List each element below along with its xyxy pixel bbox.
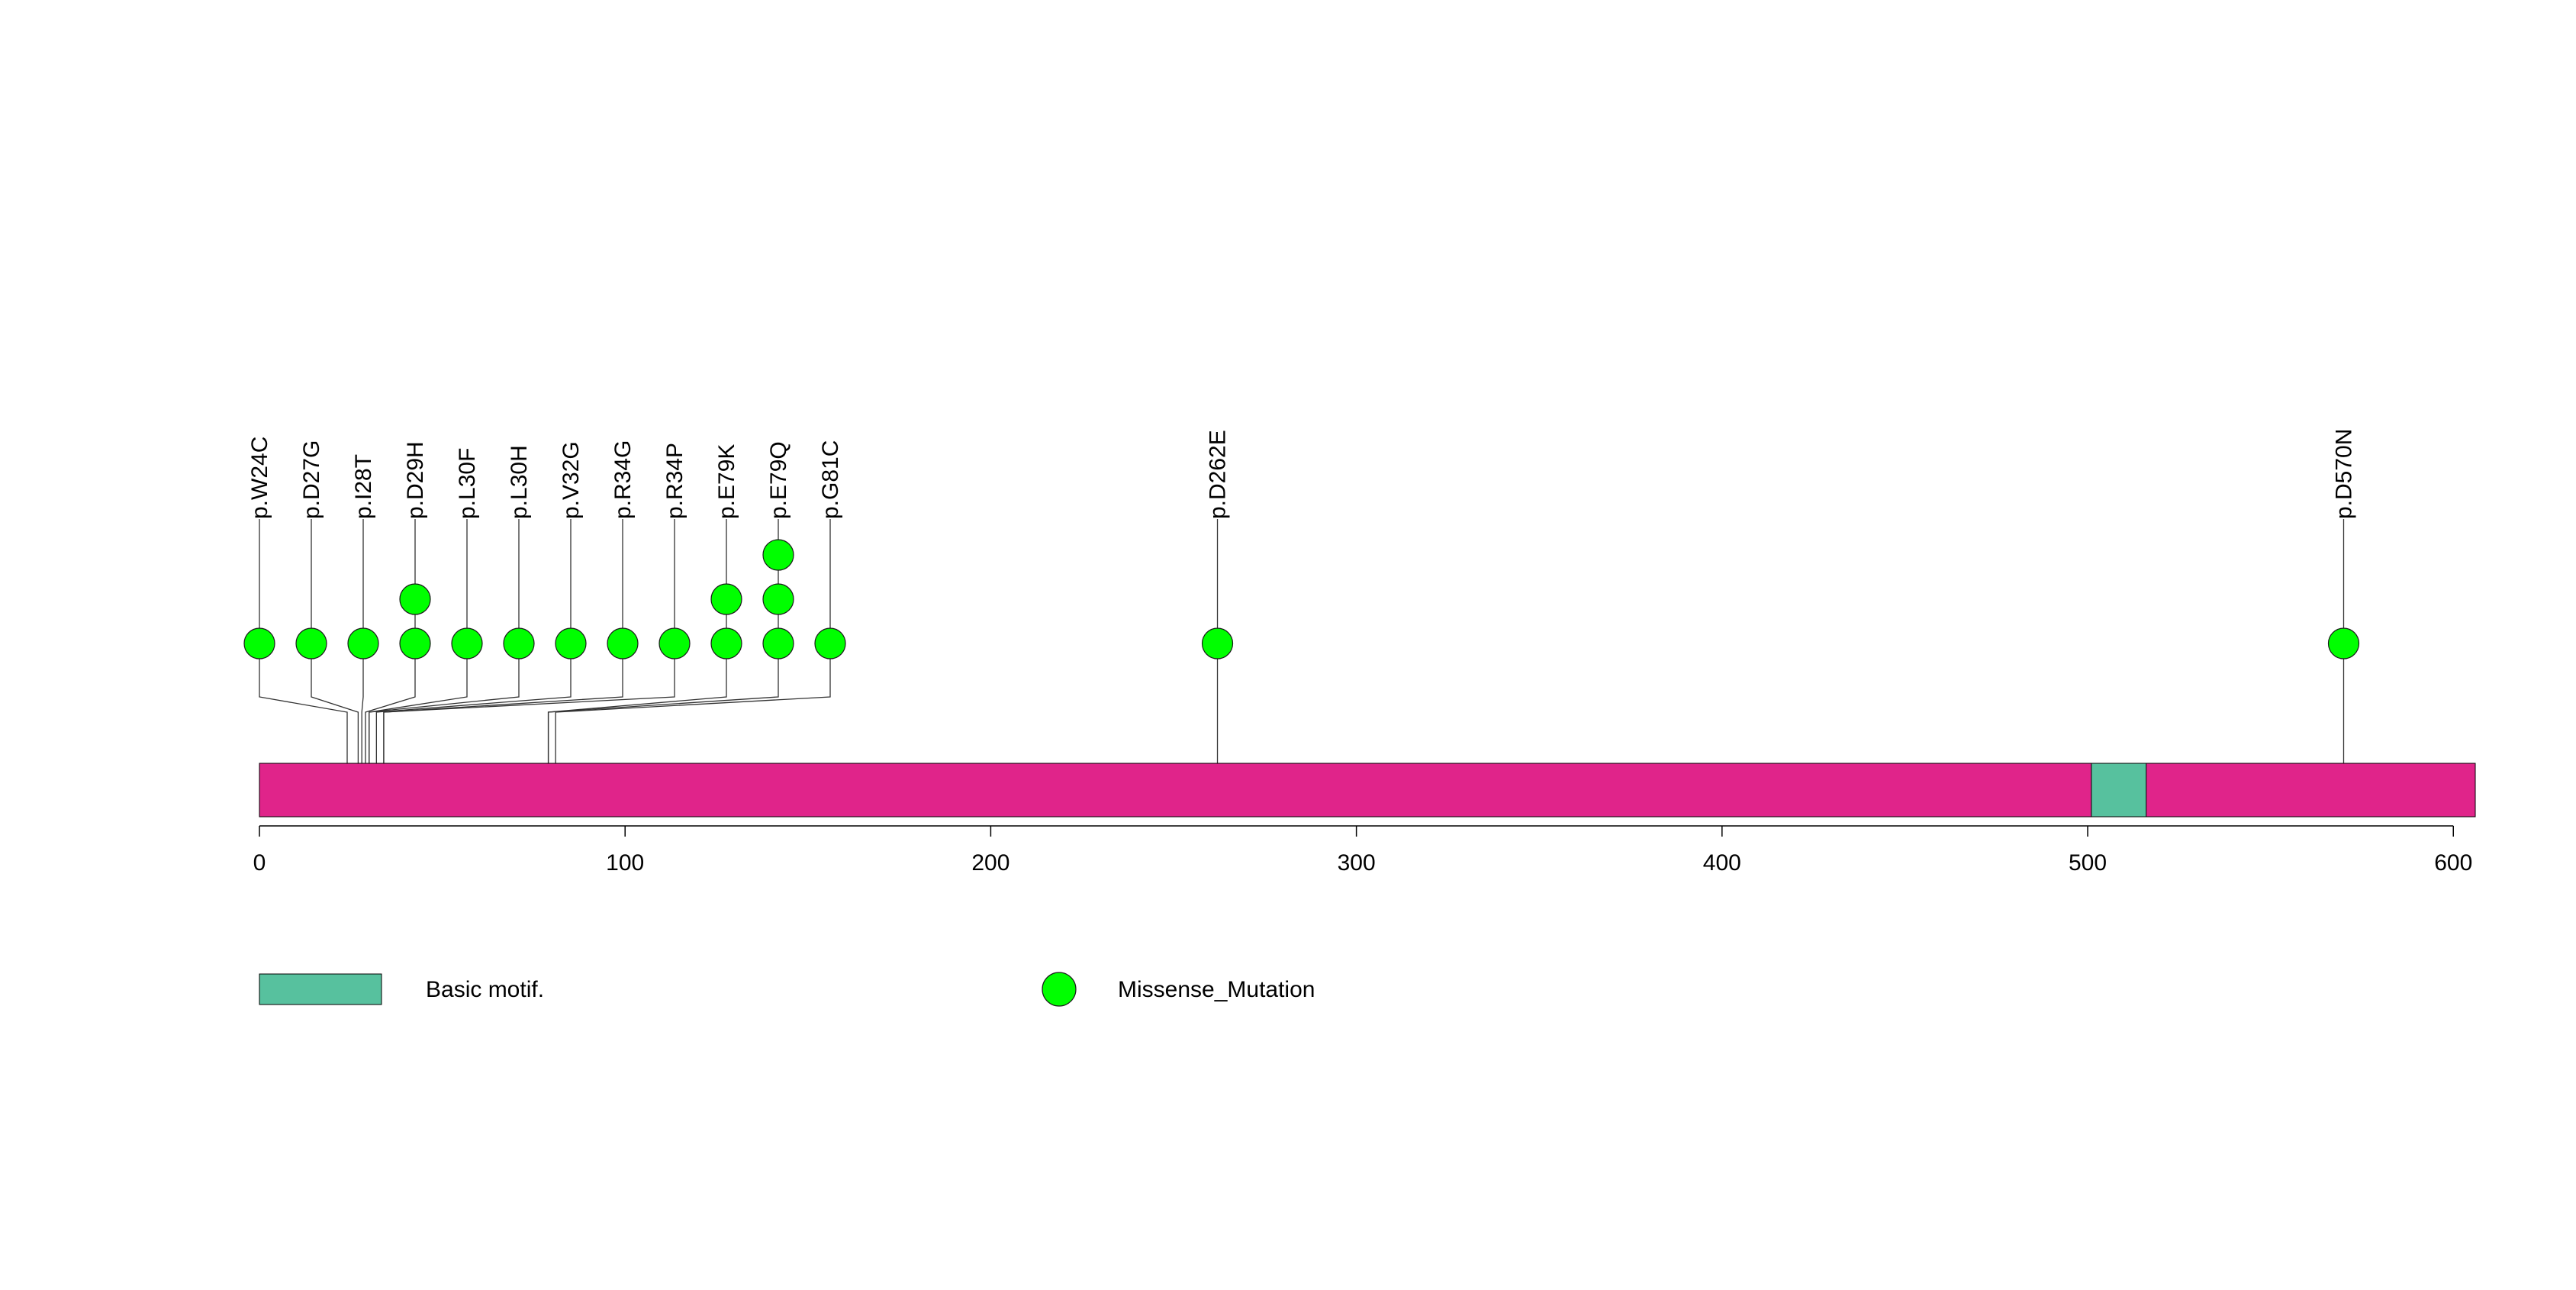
mutation-circle	[710, 583, 742, 615]
domain-basic-motif	[2091, 763, 2147, 818]
mutation-label: p.E79Q	[766, 441, 791, 519]
mutation-circle	[243, 627, 275, 660]
legend-label-basic-motif: Basic motif.	[426, 977, 544, 1002]
mutation-label: p.R34G	[610, 440, 636, 519]
mutation-circle	[555, 627, 587, 660]
mutation-circle	[295, 627, 327, 660]
mutation-circle	[814, 627, 846, 660]
mutation-circle	[658, 627, 691, 660]
mutation-circle	[762, 583, 794, 615]
mutation-label: p.I28T	[351, 454, 376, 519]
legend-swatch-missense	[1042, 972, 1077, 1007]
x-axis: 0 100 200 300 400 500 600	[253, 825, 2472, 876]
mutation-label: p.L30F	[455, 448, 480, 519]
mutation-circle	[762, 539, 794, 571]
mutation-label: p.D570N	[2331, 429, 2356, 519]
mutation-circle	[451, 627, 483, 660]
mutation-circle	[503, 627, 535, 660]
mutation-circle	[399, 583, 431, 615]
legend: Basic motif. Missense_Mutation	[259, 972, 1315, 1007]
mutation-lollipops: p.W24C p.D27G p.I28T p.D29H p.L30F p.L30H p.V3…	[243, 429, 2360, 660]
legend-swatch-basic-motif	[259, 973, 382, 1005]
mutation-circle	[762, 627, 794, 660]
mutation-circle	[1201, 627, 1234, 660]
mutation-label: p.L30H	[507, 445, 532, 519]
x-tick-label: 300	[1338, 850, 1376, 876]
mutation-label: p.V32G	[559, 441, 584, 519]
x-tick-label: 100	[606, 850, 644, 876]
mutation-label: p.D27G	[299, 440, 324, 519]
legend-label-missense: Missense_Mutation	[1118, 977, 1315, 1002]
x-tick-label: 200	[971, 850, 1009, 876]
x-tick-label: 500	[2069, 850, 2107, 876]
mutation-circle	[399, 627, 431, 660]
x-tick-label: 600	[2434, 850, 2472, 876]
mutation-label: p.D29H	[403, 441, 428, 519]
mutation-label: p.R34P	[662, 443, 687, 519]
mutation-label: p.E79K	[714, 444, 739, 519]
mutation-circle	[710, 627, 742, 660]
mutation-circle	[607, 627, 639, 660]
x-tick-label: 400	[1703, 850, 1741, 876]
mutation-circle	[2327, 627, 2360, 660]
mutation-label: p.W24C	[247, 437, 272, 519]
protein-track	[259, 763, 2476, 818]
mutation-label: p.D262E	[1206, 430, 1231, 519]
mutation-label: p.G81C	[818, 440, 843, 519]
mutation-circle	[347, 627, 379, 660]
x-tick-label: 0	[253, 850, 266, 876]
